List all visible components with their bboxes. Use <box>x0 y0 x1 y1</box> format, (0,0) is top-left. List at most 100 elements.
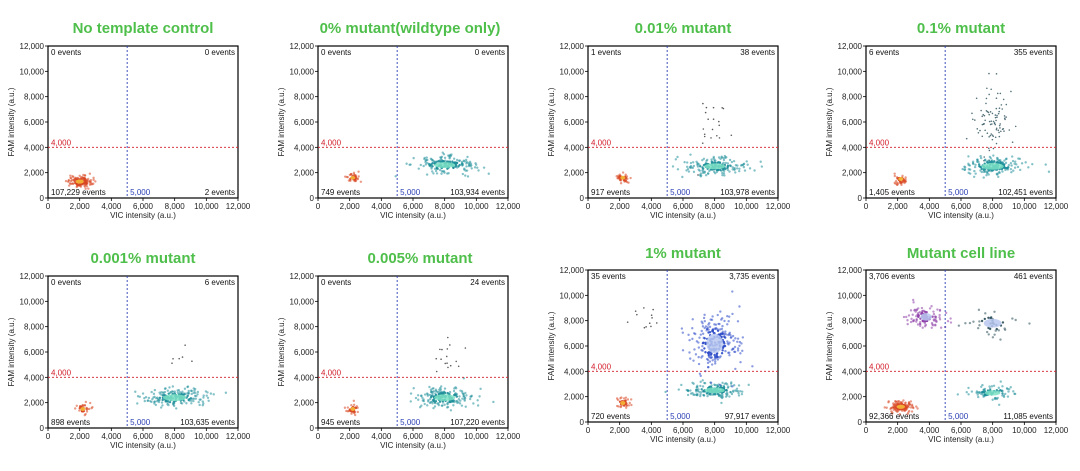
droplet-point <box>1007 390 1010 393</box>
droplet-point <box>912 298 915 302</box>
droplet-point <box>711 330 714 333</box>
droplet-point <box>995 119 997 122</box>
droplet-point <box>735 387 739 390</box>
droplet-point <box>78 174 81 177</box>
droplet-point <box>80 405 84 408</box>
droplet-point <box>1047 170 1051 173</box>
droplet-point <box>436 167 440 171</box>
droplet-point <box>689 153 692 156</box>
vic-threshold-label: 5,000 <box>670 188 691 197</box>
droplet-point <box>1013 392 1017 396</box>
droplet-point <box>431 159 434 162</box>
droplet-point <box>720 169 723 173</box>
droplet-point <box>650 314 653 317</box>
quadrant-top-right-count: 38 events <box>740 48 775 57</box>
droplet-point <box>732 390 735 393</box>
droplet-point <box>144 395 148 399</box>
droplet-point <box>715 355 719 358</box>
droplet-point <box>191 360 193 363</box>
droplet-point <box>687 333 690 337</box>
droplet-point <box>447 154 450 157</box>
droplet-point <box>433 160 436 163</box>
cluster-core <box>706 333 723 354</box>
droplet-point <box>141 392 145 395</box>
droplet-point <box>740 163 744 167</box>
x-tick-label: 4,000 <box>641 426 662 435</box>
droplet-point <box>88 181 91 184</box>
droplet-point <box>460 160 464 164</box>
droplet-point <box>437 392 440 396</box>
droplet-point <box>716 134 718 137</box>
droplet-point <box>735 167 739 170</box>
droplet-point <box>671 165 675 168</box>
droplet-point <box>697 346 701 349</box>
droplet-point <box>212 393 215 396</box>
x-tick-label: 4,000 <box>101 202 122 211</box>
droplet-point <box>976 393 979 396</box>
x-tick-label: 2,000 <box>340 202 361 211</box>
droplet-point <box>352 171 356 175</box>
quadrant-bottom-left-count: 749 events <box>321 188 360 197</box>
y-tick-label: 0 <box>858 418 863 427</box>
droplet-point <box>708 169 711 173</box>
droplet-point <box>618 173 622 176</box>
droplet-point <box>167 392 170 395</box>
y-tick-label: 8,000 <box>842 93 863 102</box>
droplet-point <box>907 401 911 404</box>
cluster-mutant <box>435 336 467 373</box>
droplet-point <box>918 322 922 326</box>
droplet-point <box>711 315 714 318</box>
droplet-point <box>66 180 70 183</box>
droplet-point <box>692 164 696 168</box>
droplet-point <box>416 394 420 397</box>
droplet-point <box>1009 386 1012 389</box>
quadrant-top-right-count: 461 events <box>1014 272 1053 281</box>
droplet-point <box>734 337 737 340</box>
x-axis-label: VIC intensity (a.u.) <box>380 441 446 450</box>
cluster-core <box>898 177 904 181</box>
quadrant-top-left-count: 0 events <box>51 278 81 287</box>
droplet-point <box>207 399 210 403</box>
droplet-point <box>74 176 77 179</box>
x-tick-label: 10,000 <box>464 202 489 211</box>
droplet-point <box>69 177 73 180</box>
droplet-point <box>430 394 434 397</box>
droplet-point <box>967 393 970 396</box>
droplet-point <box>447 366 449 369</box>
droplet-point <box>979 156 983 160</box>
droplet-point <box>910 317 913 321</box>
droplet-point <box>729 391 732 394</box>
droplet-point <box>440 404 444 407</box>
droplet-point <box>988 120 991 123</box>
droplet-point <box>153 400 156 404</box>
droplet-point <box>739 360 742 364</box>
droplet-point <box>988 72 990 75</box>
droplet-point <box>708 330 712 334</box>
droplet-point <box>1019 168 1022 172</box>
droplet-point <box>1005 103 1008 106</box>
droplet-point <box>466 175 470 178</box>
droplet-point <box>708 321 711 325</box>
droplet-point <box>892 406 896 409</box>
droplet-point <box>443 156 447 160</box>
droplet-point <box>726 391 729 394</box>
droplet-point <box>719 355 722 358</box>
droplet-point <box>717 168 720 172</box>
droplet-point <box>353 179 357 183</box>
droplet-point <box>998 131 1000 134</box>
y-tick-label: 6,000 <box>564 342 585 351</box>
droplet-point <box>733 384 736 387</box>
droplet-point <box>693 348 696 351</box>
droplet-point <box>722 168 725 171</box>
droplet-point <box>694 353 698 356</box>
y-axis-label: FAM intensity (a.u.) <box>7 317 16 386</box>
droplet-point <box>980 319 984 323</box>
y-tick-label: 12,000 <box>560 42 585 51</box>
droplet-point <box>688 166 692 169</box>
fam-threshold-label: 4,000 <box>321 368 342 377</box>
droplet-point <box>949 317 952 320</box>
droplet-point <box>474 162 477 165</box>
droplet-point <box>1006 395 1010 398</box>
quadrant-top-left-count: 6 events <box>869 48 899 57</box>
droplet-point <box>995 107 998 110</box>
